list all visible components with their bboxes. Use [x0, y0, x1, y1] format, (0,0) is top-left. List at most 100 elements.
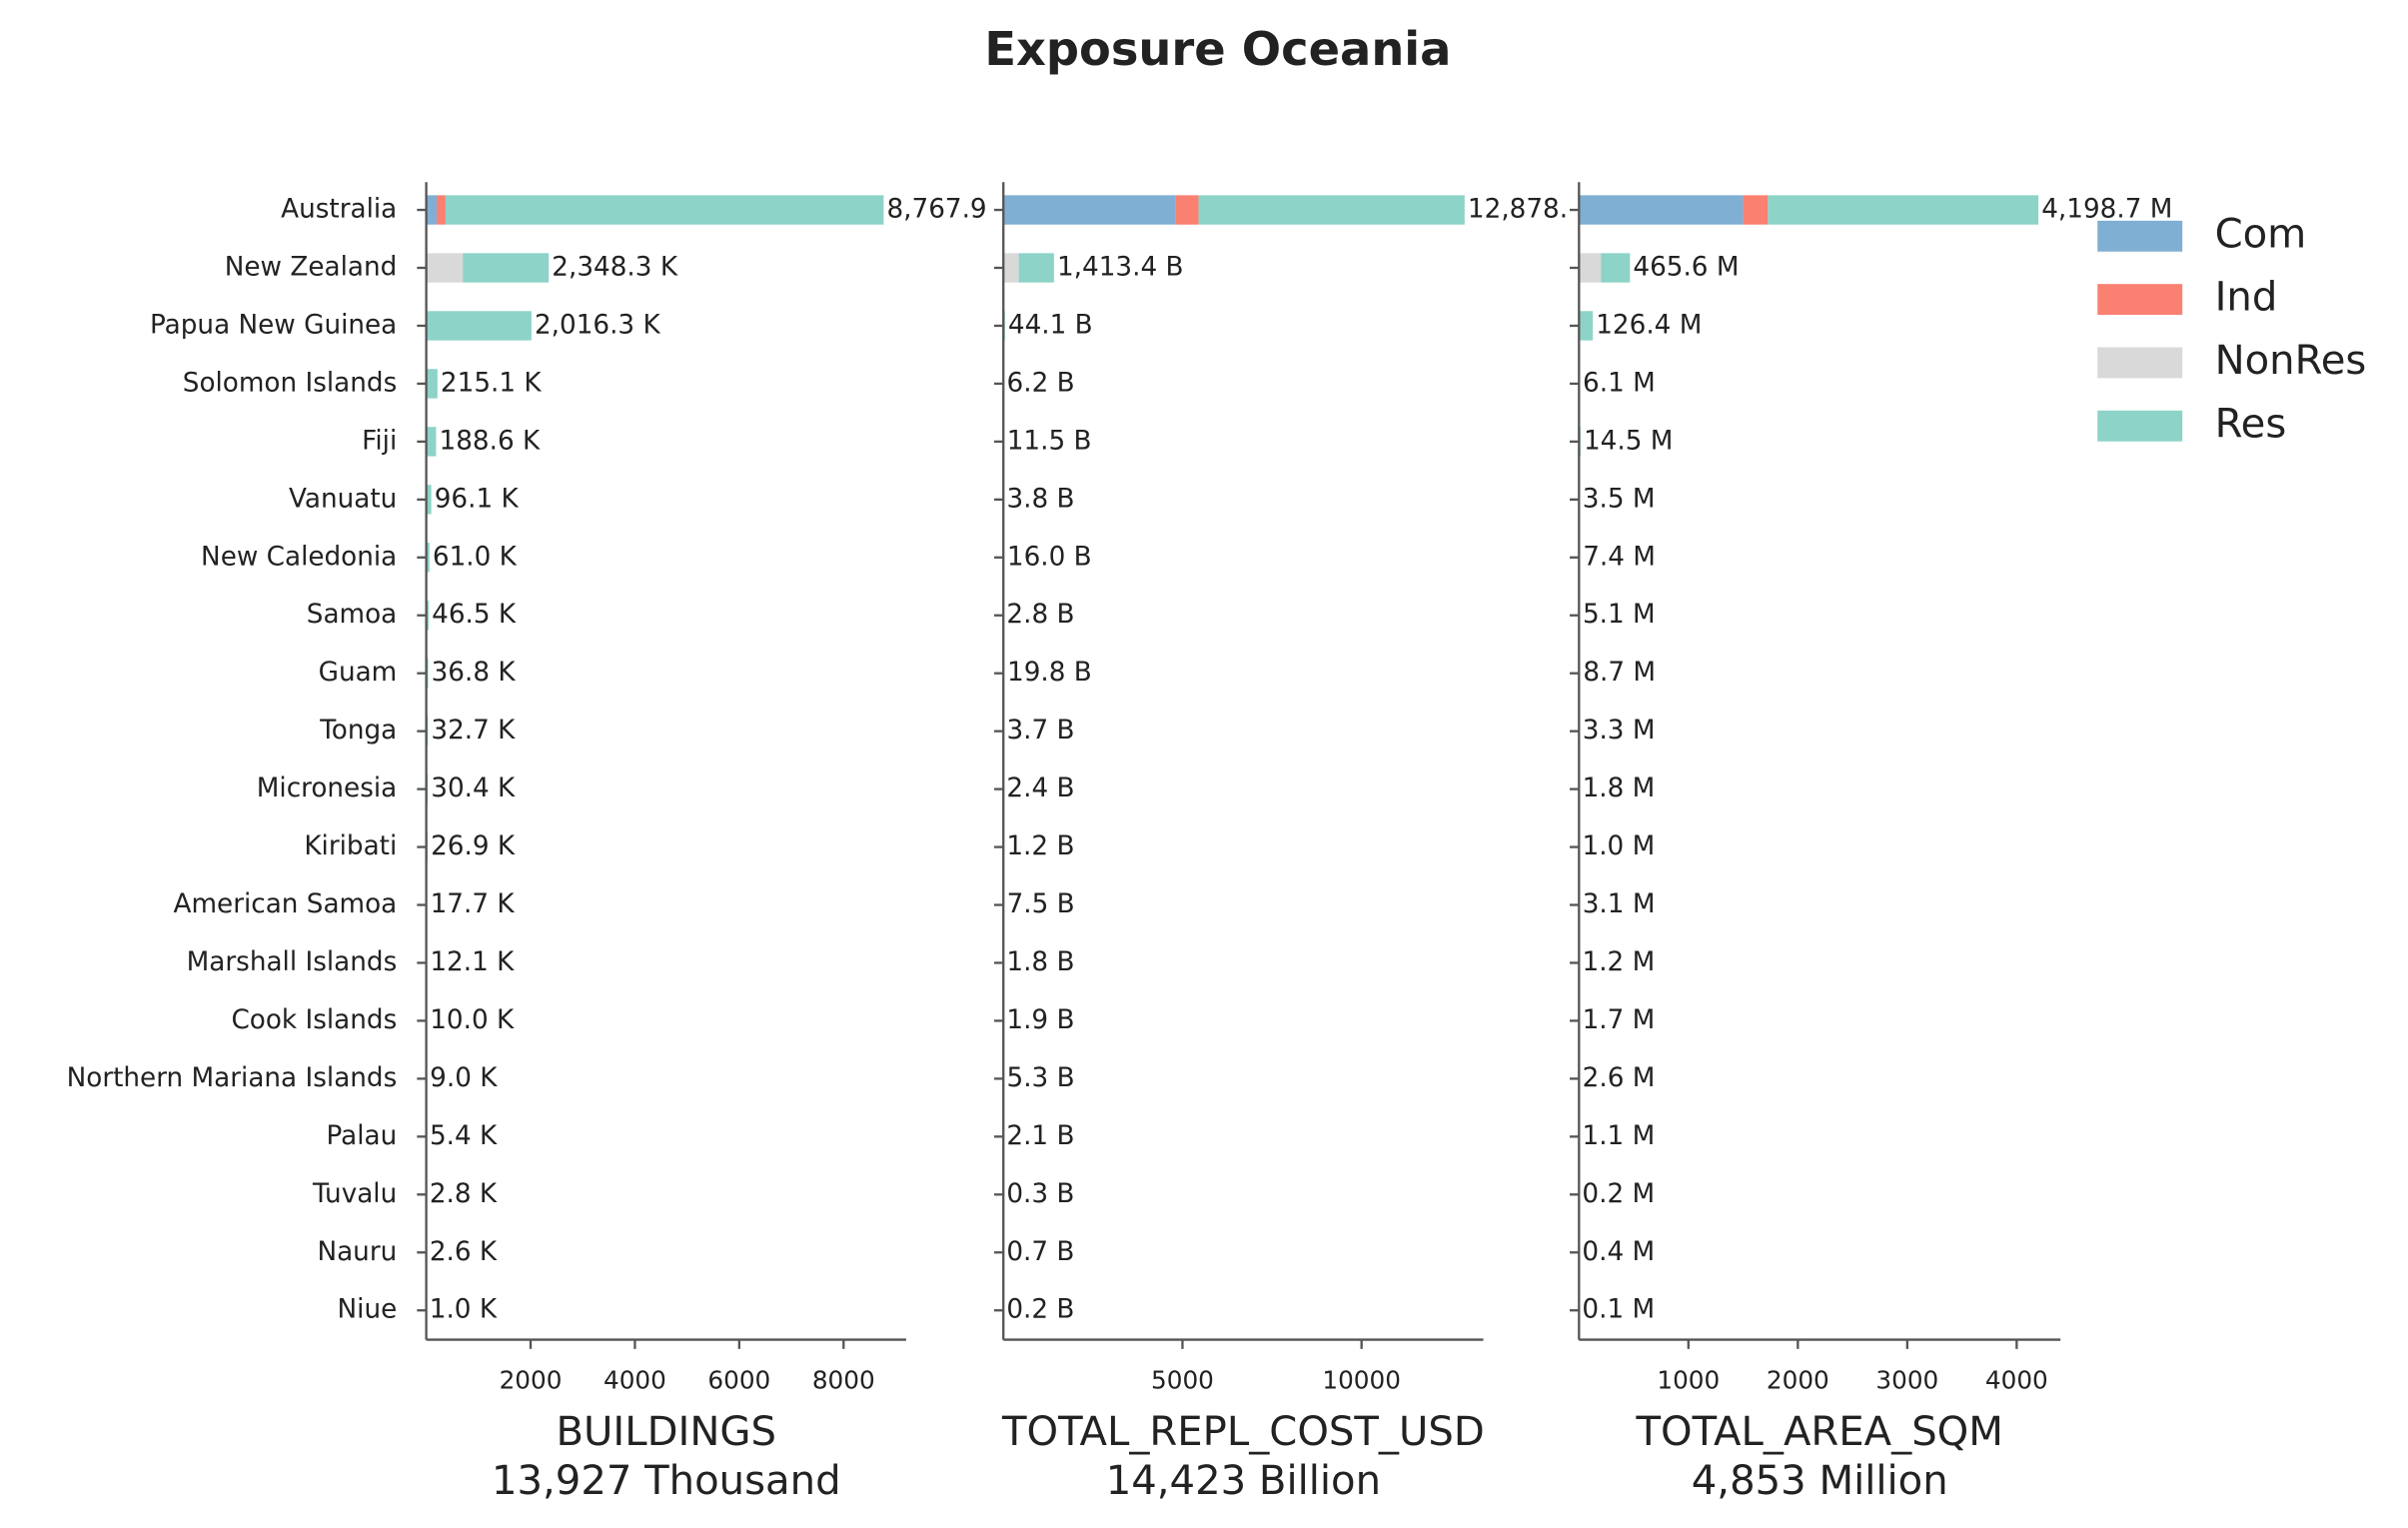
- y-tick-label: New Zealand: [225, 253, 398, 283]
- y-tick-label: Solomon Islands: [183, 368, 397, 398]
- bar-segment: [1579, 311, 1594, 341]
- value-label: 4,198.7 M: [2041, 195, 2172, 225]
- legend-swatch: [2097, 347, 2183, 379]
- value-label: 2.1 B: [1006, 1121, 1074, 1151]
- y-tick-label: Australia: [281, 195, 397, 225]
- y-tick-label: Northern Mariana Islands: [67, 1063, 398, 1093]
- value-label: 5.4 K: [430, 1121, 498, 1151]
- y-tick-label: Papua New Guinea: [150, 310, 397, 340]
- x-axis-label: TOTAL_AREA_SQM: [1636, 1409, 2003, 1455]
- panel: Australia 8,767.9 New Zealand 2,348.3 K Papu…: [67, 182, 987, 1504]
- value-label: 12.1 K: [430, 947, 515, 977]
- value-label: 0.3 B: [1006, 1179, 1074, 1209]
- value-label: 61.0 K: [433, 542, 518, 572]
- value-label: 30.4 K: [431, 773, 516, 803]
- panel: 12,878. 1,413.4 B 44.1 B 6.2 B 11.5 B 3.8 B 16…: [993, 182, 1568, 1504]
- bar-segment: [1018, 253, 1054, 283]
- bar-segment: [445, 195, 884, 225]
- value-label: 1.2 M: [1583, 947, 1656, 977]
- value-label: 1.7 M: [1583, 1005, 1656, 1035]
- value-label: 7.5 B: [1007, 889, 1075, 919]
- y-tick-label: Tuvalu: [312, 1179, 397, 1209]
- value-label: 188.6 K: [440, 426, 541, 456]
- value-label: 5.1 M: [1583, 600, 1656, 630]
- x-tick-label: 1000: [1657, 1365, 1720, 1394]
- chart-title: Exposure Oceania: [984, 22, 1451, 76]
- y-tick-label: Niue: [338, 1295, 398, 1325]
- value-label: 3.7 B: [1006, 716, 1074, 746]
- y-tick-label: Kiribati: [304, 831, 397, 861]
- bar-segment: [437, 195, 446, 225]
- value-label: 2.8 B: [1006, 600, 1074, 630]
- x-axis-label: TOTAL_REPL_COST_USD: [1001, 1409, 1485, 1455]
- y-tick-label: New Caledonia: [201, 542, 397, 572]
- y-tick-label: Vanuatu: [289, 484, 397, 514]
- bar-segment: [426, 369, 438, 399]
- y-tick-label: Marshall Islands: [187, 947, 398, 977]
- legend-swatch: [2097, 410, 2183, 442]
- y-tick-label: Samoa: [307, 600, 397, 630]
- value-label: 1.0 M: [1582, 831, 1655, 861]
- x-tick-label: 4000: [603, 1365, 666, 1394]
- y-tick-label: Guam: [319, 658, 398, 688]
- value-label: 1.9 B: [1006, 1005, 1074, 1035]
- x-axis-subtitle: 13,927 Thousand: [492, 1458, 841, 1504]
- x-tick-label: 3000: [1875, 1365, 1938, 1394]
- value-label: 8.7 M: [1583, 658, 1656, 688]
- value-label: 3.3 M: [1583, 716, 1656, 746]
- value-label: 19.8 B: [1007, 658, 1092, 688]
- x-tick-label: 8000: [812, 1365, 875, 1394]
- value-label: 1.8 M: [1583, 773, 1656, 803]
- bar-segment: [1003, 253, 1019, 283]
- x-tick-label: 5000: [1151, 1365, 1214, 1394]
- value-label: 0.7 B: [1006, 1237, 1074, 1267]
- y-tick-label: Cook Islands: [231, 1005, 397, 1035]
- value-label: 32.7 K: [431, 716, 516, 746]
- value-label: 2,348.3 K: [552, 253, 678, 283]
- value-label: 465.6 M: [1633, 253, 1739, 283]
- value-label: 1.8 B: [1006, 947, 1074, 977]
- value-label: 0.2 B: [1006, 1295, 1074, 1325]
- value-label: 2,016.3 K: [535, 310, 661, 340]
- value-label: 3.5 M: [1583, 484, 1656, 514]
- bar-segment: [426, 427, 437, 457]
- value-label: 0.1 M: [1582, 1295, 1655, 1325]
- x-tick-label: 10000: [1322, 1365, 1401, 1394]
- y-tick-label: Nauru: [317, 1237, 397, 1267]
- value-label: 2.8 K: [430, 1179, 498, 1209]
- value-label: 1.1 M: [1583, 1121, 1656, 1151]
- value-label: 17.7 K: [431, 889, 516, 919]
- y-tick-label: Palau: [326, 1121, 397, 1151]
- value-label: 11.5 B: [1007, 426, 1092, 456]
- value-label: 2.6 K: [430, 1237, 498, 1267]
- value-label: 215.1 K: [441, 368, 542, 398]
- legend-label: Res: [2215, 401, 2287, 447]
- y-tick-label: American Samoa: [174, 889, 398, 919]
- x-tick-label: 2000: [500, 1365, 563, 1394]
- y-tick-label: Micronesia: [257, 773, 398, 803]
- value-label: 1,413.4 B: [1057, 253, 1184, 283]
- bar-segment: [426, 543, 430, 573]
- value-label: 44.1 B: [1008, 310, 1093, 340]
- bar-segment: [1175, 195, 1199, 225]
- bar-segment: [426, 485, 432, 515]
- value-label: 12,878.: [1468, 195, 1568, 225]
- value-label: 1.0 K: [430, 1295, 498, 1325]
- x-axis-subtitle: 4,853 Million: [1692, 1458, 1948, 1504]
- value-label: 3.8 B: [1006, 484, 1074, 514]
- value-label: 46.5 K: [432, 600, 517, 630]
- legend-label: Com: [2215, 211, 2307, 257]
- y-tick-label: Fiji: [362, 426, 397, 456]
- legend-label: NonRes: [2215, 338, 2367, 384]
- y-tick-label: Tonga: [319, 716, 397, 746]
- legend-swatch: [2097, 220, 2183, 252]
- x-axis-label: BUILDINGS: [557, 1409, 776, 1455]
- value-label: 1.2 B: [1006, 831, 1074, 861]
- bar-segment: [1601, 253, 1631, 283]
- bar-segment: [1003, 195, 1176, 225]
- bar-segment: [1579, 195, 1744, 225]
- value-label: 2.6 M: [1583, 1063, 1656, 1093]
